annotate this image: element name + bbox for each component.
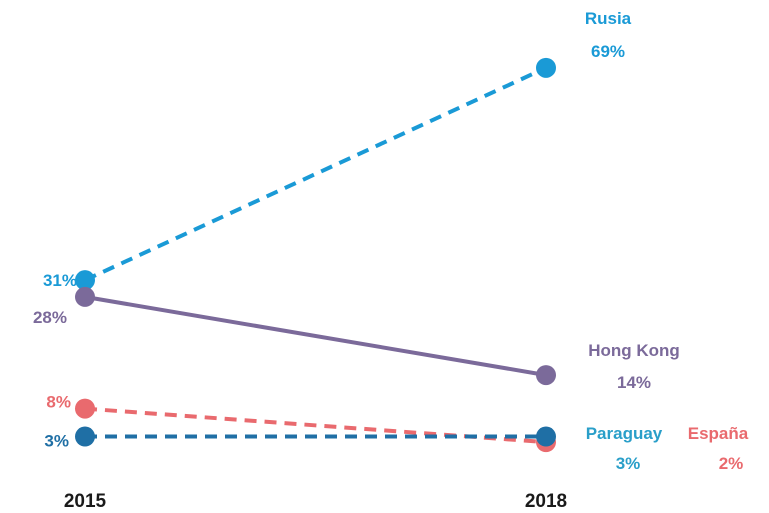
x-tick-label-0: 2015 [64,491,107,512]
data-point-1-1 [536,365,556,386]
value-label-1-1: 14% [617,373,651,392]
value-label-0-0: 31% [43,271,77,290]
series-line-1 [84,294,547,378]
data-point-2-0 [75,398,95,419]
x-tick-label-1: 2018 [525,491,567,512]
value-label-2-1: 2% [719,454,744,473]
series-name-3: Paraguay [586,424,663,443]
series-name-0: Rusia [585,9,632,28]
value-label-2-0: 8% [46,393,71,412]
value-label-3-0: 3% [44,432,69,451]
value-label-3-1: 3% [616,454,641,473]
series-points [75,57,556,453]
data-point-0-0 [75,270,95,291]
x-axis-tick-labels: 2015 2018 [64,491,567,512]
value-labels: 31% 69% 28% 14% 8% 2% 3% 3% [33,42,743,473]
series-name-2: España [688,424,749,443]
value-label-1-0: 28% [33,308,67,327]
series-line-0 [84,66,547,282]
data-point-1-0 [75,286,95,307]
data-point-0-1 [536,57,556,78]
data-point-3-1 [536,426,556,447]
series-name-1: Hong Kong [588,341,680,360]
value-label-0-1: 69% [591,42,625,61]
series-names: Rusia Hong Kong España Paraguay [585,9,749,443]
series-lines [84,66,547,445]
data-point-3-0 [75,426,95,447]
